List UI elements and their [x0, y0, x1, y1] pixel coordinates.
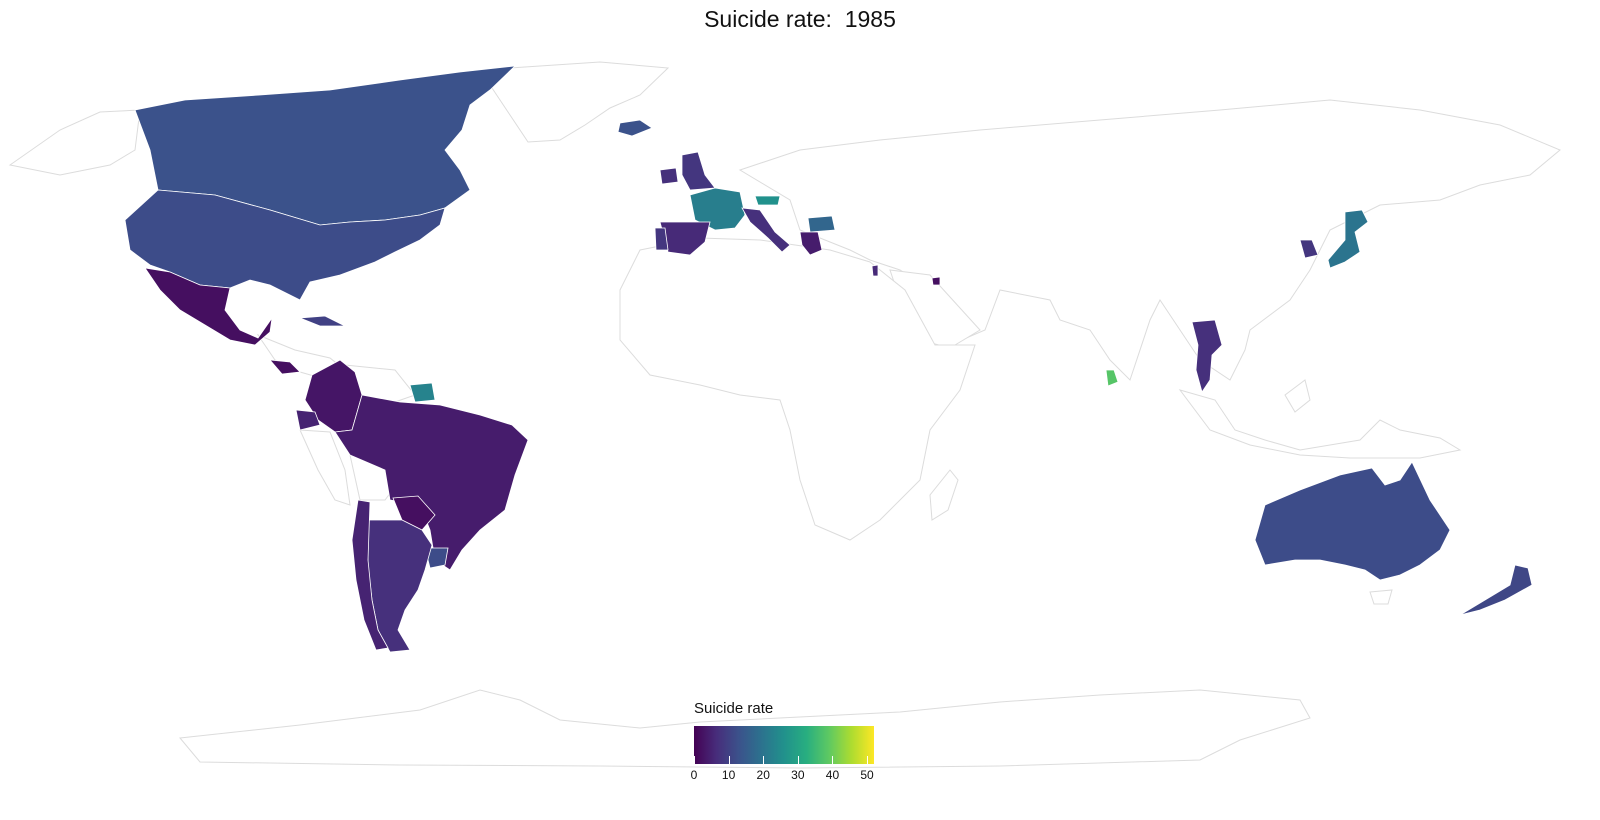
- country-portugal: [654, 227, 669, 251]
- country-paraguay: [392, 495, 436, 531]
- legend-tick-mark: [867, 756, 868, 764]
- legend-tick-mark: [729, 756, 730, 764]
- legend-tick-mark: [832, 756, 833, 764]
- country-israel: [871, 264, 879, 277]
- legend-colorbar: [694, 726, 874, 764]
- country-united-kingdom: [681, 151, 716, 191]
- map-title: Suicide rate: 1985: [704, 6, 896, 32]
- country-italy: [741, 207, 791, 253]
- legend-tick-mark: [694, 756, 695, 764]
- country-australia: [1254, 461, 1451, 581]
- country-thailand: [1191, 319, 1223, 393]
- country-bulgaria: [807, 215, 836, 233]
- no-data-land: [8, 61, 1561, 769]
- country-iceland: [617, 119, 653, 137]
- legend-tick-mark: [763, 756, 764, 764]
- country-united-states: [124, 189, 446, 301]
- country-mexico: [144, 267, 273, 346]
- country-sri-lanka: [1105, 369, 1119, 387]
- country-south-korea: [1299, 239, 1319, 259]
- country-suriname: [409, 382, 436, 403]
- legend-tick-label: 40: [825, 768, 840, 782]
- country-austria: [754, 195, 781, 206]
- legend-tick-label: 10: [721, 768, 736, 782]
- country-shapes: [124, 65, 1533, 653]
- country-chile: [351, 499, 389, 651]
- country-ireland: [659, 167, 679, 185]
- country-japan: [1327, 209, 1369, 269]
- legend-tick-label: 0: [690, 768, 698, 782]
- country-ecuador: [295, 409, 321, 431]
- country-uruguay: [424, 547, 449, 569]
- country-greece: [799, 231, 823, 256]
- legend-tick-label: 20: [756, 768, 770, 782]
- country-guatemala: [269, 359, 301, 375]
- legend-tick-label: 30: [791, 768, 805, 782]
- country-kuwait: [931, 276, 941, 286]
- legend-title: Suicide rate: [694, 700, 774, 717]
- legend-tick-label: 50: [860, 768, 874, 782]
- legend-tick-mark: [798, 756, 799, 764]
- country-new-zealand: [1459, 564, 1533, 616]
- country-cuba: [299, 315, 346, 327]
